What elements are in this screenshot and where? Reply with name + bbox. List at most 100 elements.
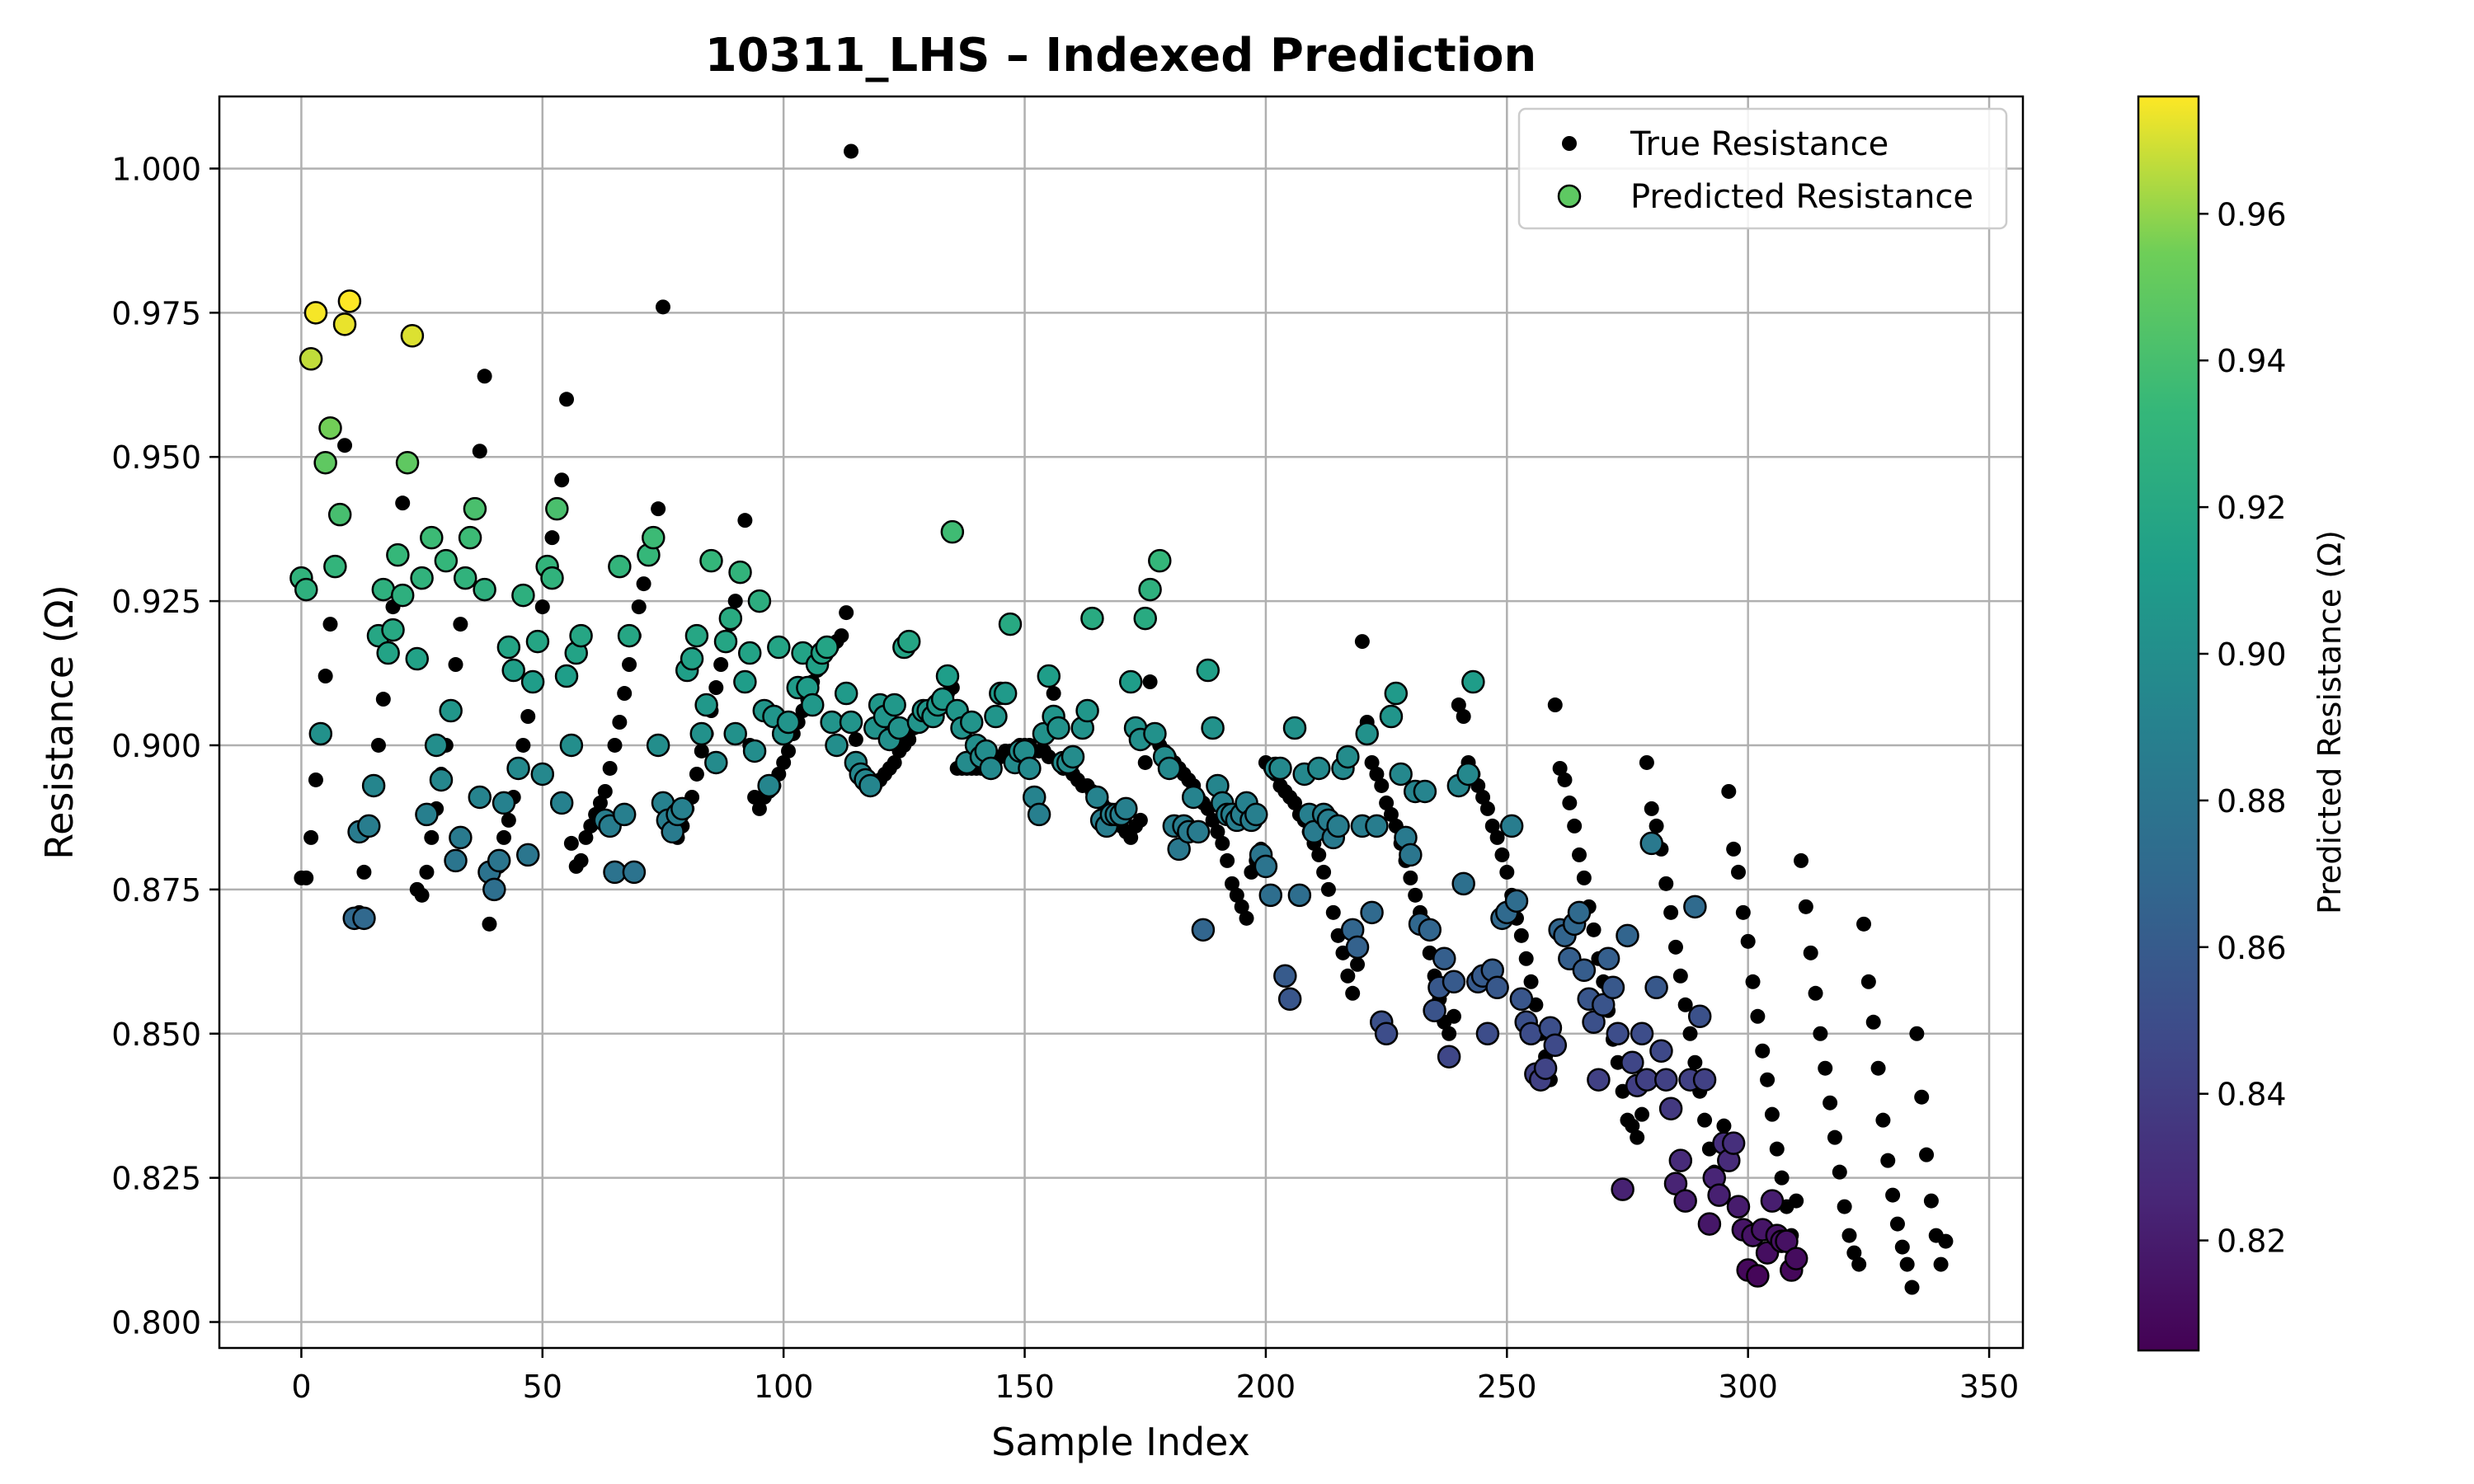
predicted-point — [1201, 716, 1225, 740]
predicted-point — [1533, 1056, 1558, 1080]
predicted-point — [1611, 1177, 1634, 1201]
true-point — [597, 783, 613, 799]
true-point — [1745, 974, 1761, 989]
true-point — [1442, 1026, 1457, 1041]
true-point — [337, 438, 353, 453]
predicted-point — [718, 606, 743, 631]
true-point — [1234, 899, 1249, 914]
predicted-point — [361, 773, 386, 798]
true-point — [1909, 1026, 1925, 1041]
predicted-point — [515, 843, 540, 867]
predicted-point — [935, 664, 960, 688]
predicted-point — [323, 554, 347, 579]
true-point — [1210, 824, 1225, 839]
true-point — [1803, 945, 1818, 960]
predicted-point — [1630, 1021, 1654, 1046]
predicted-point — [839, 710, 863, 735]
y-tick-label: 0.950 — [111, 439, 201, 476]
predicted-point — [1080, 606, 1104, 631]
true-point — [1841, 1228, 1857, 1243]
predicted-point — [1587, 1068, 1611, 1092]
predicted-point — [1157, 756, 1182, 781]
predicted-point — [1374, 1021, 1399, 1046]
legend-predicted-label: Predicted Resistance — [1630, 178, 1973, 216]
predicted-point — [1287, 883, 1312, 908]
predicted-point — [449, 825, 473, 850]
predicted-point — [1504, 889, 1529, 913]
true-point — [308, 772, 323, 787]
true-point — [1523, 974, 1539, 989]
predicted-point — [525, 629, 550, 654]
predicted-point — [303, 301, 328, 325]
true-point — [631, 599, 647, 615]
predicted-point — [713, 629, 738, 654]
colorbar-tick-label: 0.82 — [2217, 1223, 2287, 1260]
predicted-point — [1389, 762, 1413, 787]
true-point — [1403, 870, 1418, 885]
predicted-point — [439, 698, 463, 723]
true-point — [1239, 910, 1254, 926]
predicted-point — [327, 502, 352, 527]
true-point — [1513, 928, 1529, 943]
predicted-point — [1601, 975, 1625, 1000]
colorbar-gradient — [2138, 96, 2199, 1350]
true-point — [1750, 1008, 1766, 1024]
colorbar-tick-label: 0.90 — [2217, 636, 2287, 673]
predicted-point — [501, 658, 525, 683]
predicted-point — [1075, 698, 1099, 723]
true-point — [1760, 1072, 1776, 1087]
predicted-point — [506, 756, 530, 781]
predicted-point — [410, 566, 434, 590]
predicted-point — [959, 710, 984, 735]
true-point — [1846, 1245, 1862, 1261]
true-point — [1451, 697, 1466, 713]
true-point — [1923, 1193, 1939, 1209]
predicted-point — [400, 324, 425, 348]
true-point — [563, 835, 579, 851]
predicted-point — [670, 796, 694, 821]
true-point — [356, 864, 372, 880]
predicted-point — [390, 583, 415, 608]
predicted-point — [1399, 843, 1423, 867]
predicted-point — [979, 756, 1003, 781]
true-point — [1325, 904, 1341, 920]
true-point — [1364, 754, 1380, 770]
predicted-point — [1620, 1050, 1644, 1074]
true-point — [1865, 1014, 1881, 1030]
colorbar-tick-label: 0.84 — [2217, 1077, 2287, 1113]
true-point — [395, 495, 411, 511]
colorbar-tick-label: 0.92 — [2217, 490, 2287, 526]
true-point — [1716, 1118, 1732, 1134]
predicted-point — [540, 566, 564, 590]
predicted-point — [405, 646, 430, 671]
true-point — [1837, 1199, 1852, 1214]
true-point — [781, 743, 797, 758]
predicted-point — [998, 612, 1023, 636]
y-tick-label: 1.000 — [111, 151, 201, 187]
true-point — [1880, 1153, 1896, 1168]
x-tick-label: 50 — [523, 1369, 562, 1405]
true-point — [617, 686, 633, 702]
true-point — [1933, 1256, 1949, 1272]
true-point — [1383, 806, 1399, 822]
true-point — [1586, 922, 1602, 937]
true-point — [1287, 795, 1303, 810]
predicted-point — [395, 450, 420, 475]
true-point — [1808, 985, 1823, 1001]
true-point — [1446, 1008, 1461, 1024]
predicted-point — [1572, 958, 1597, 983]
predicted-point — [608, 554, 632, 579]
predicted-point — [1707, 1183, 1731, 1207]
predicted-point — [1567, 900, 1592, 925]
true-point — [375, 692, 391, 707]
predicted-point — [767, 635, 791, 660]
predicted-point — [689, 721, 714, 746]
predicted-point — [1143, 721, 1167, 746]
legend-true-label: True Resistance — [1630, 125, 1888, 163]
predicted-point — [1673, 1189, 1697, 1213]
predicted-point — [1509, 987, 1534, 1012]
predicted-point — [420, 525, 444, 550]
predicted-point — [458, 525, 482, 550]
predicted-point — [1499, 814, 1524, 838]
